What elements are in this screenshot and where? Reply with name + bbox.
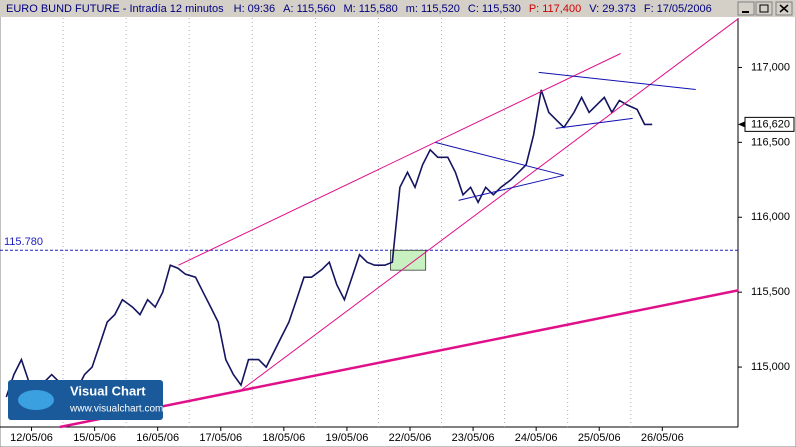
y-tick-label: 117,000 xyxy=(751,61,790,73)
logo-name: Visual Chart xyxy=(70,383,146,398)
window-title: EURO BUND FUTURE - Intradía 12 minutos xyxy=(6,3,224,15)
logo-icon xyxy=(18,390,54,410)
trendline xyxy=(238,18,739,393)
field-label: m: xyxy=(406,3,418,15)
price-line xyxy=(5,89,653,398)
y-tick-label: 116,000 xyxy=(751,211,790,223)
field-label: P: xyxy=(529,3,539,15)
field-label: M: xyxy=(344,3,356,15)
field-value: 17/05/2006 xyxy=(657,3,712,15)
maximize-button[interactable] xyxy=(755,1,773,16)
trendline xyxy=(555,117,633,129)
x-tick-label: 22/05/06 xyxy=(389,432,432,444)
y-tick-label: 115,000 xyxy=(751,361,790,373)
field-label: C: xyxy=(468,3,479,15)
x-tick-label: 23/05/06 xyxy=(452,432,495,444)
trendline xyxy=(59,288,739,429)
x-tick-label: 19/05/06 xyxy=(326,432,369,444)
icon xyxy=(759,4,769,13)
field-value: 115,530 xyxy=(482,3,521,15)
plot: 12/05/06 15/05/06 16/05/06 17/05/06 18/05/06… xyxy=(0,18,795,444)
logo-url: www.visualchart.com xyxy=(69,404,163,415)
logo: Visual Chart www.visualchart.com xyxy=(8,380,163,420)
x-tick-label: 17/05/06 xyxy=(199,432,242,444)
minimize-button[interactable] xyxy=(737,1,755,16)
field-label: H: xyxy=(234,3,245,15)
y-tick-label: 116,500 xyxy=(751,136,790,148)
field-value: 09:36 xyxy=(248,3,276,15)
logo-box xyxy=(8,380,163,420)
header: EURO BUND FUTURE - Intradía 12 minutos H:… xyxy=(6,3,712,15)
title-bar xyxy=(0,0,796,17)
x-tick-label: 18/05/06 xyxy=(262,432,305,444)
field-label: F: xyxy=(644,3,654,15)
x-tick-label: 12/05/06 xyxy=(10,432,53,444)
field-value: 115,560 xyxy=(297,3,336,15)
trendline xyxy=(435,141,565,176)
x-tick-label: 25/05/06 xyxy=(578,432,621,444)
field-value: 29.373 xyxy=(602,3,636,15)
x-tick-label: 16/05/06 xyxy=(136,432,179,444)
icon xyxy=(779,4,789,13)
trendline xyxy=(178,53,621,266)
field-value: 115,580 xyxy=(359,3,398,15)
last-price-label: 116,620 xyxy=(751,118,790,130)
field-value: 115,520 xyxy=(421,3,460,15)
reference-label: 115.780 xyxy=(4,236,43,248)
x-tick-label: 15/05/06 xyxy=(73,432,116,444)
field-label: V: xyxy=(589,3,599,15)
last-price-pointer xyxy=(738,121,745,128)
trendline xyxy=(538,71,696,90)
window-buttons[interactable] xyxy=(737,1,793,16)
x-tick-label: 24/05/06 xyxy=(515,432,558,444)
highlight-box xyxy=(390,249,427,271)
x-tick-label: 26/05/06 xyxy=(641,432,684,444)
field-label: A: xyxy=(283,3,293,15)
trendline xyxy=(458,174,565,201)
y-tick-label: 115,500 xyxy=(751,286,790,298)
field-value: 117,400 xyxy=(542,3,581,15)
